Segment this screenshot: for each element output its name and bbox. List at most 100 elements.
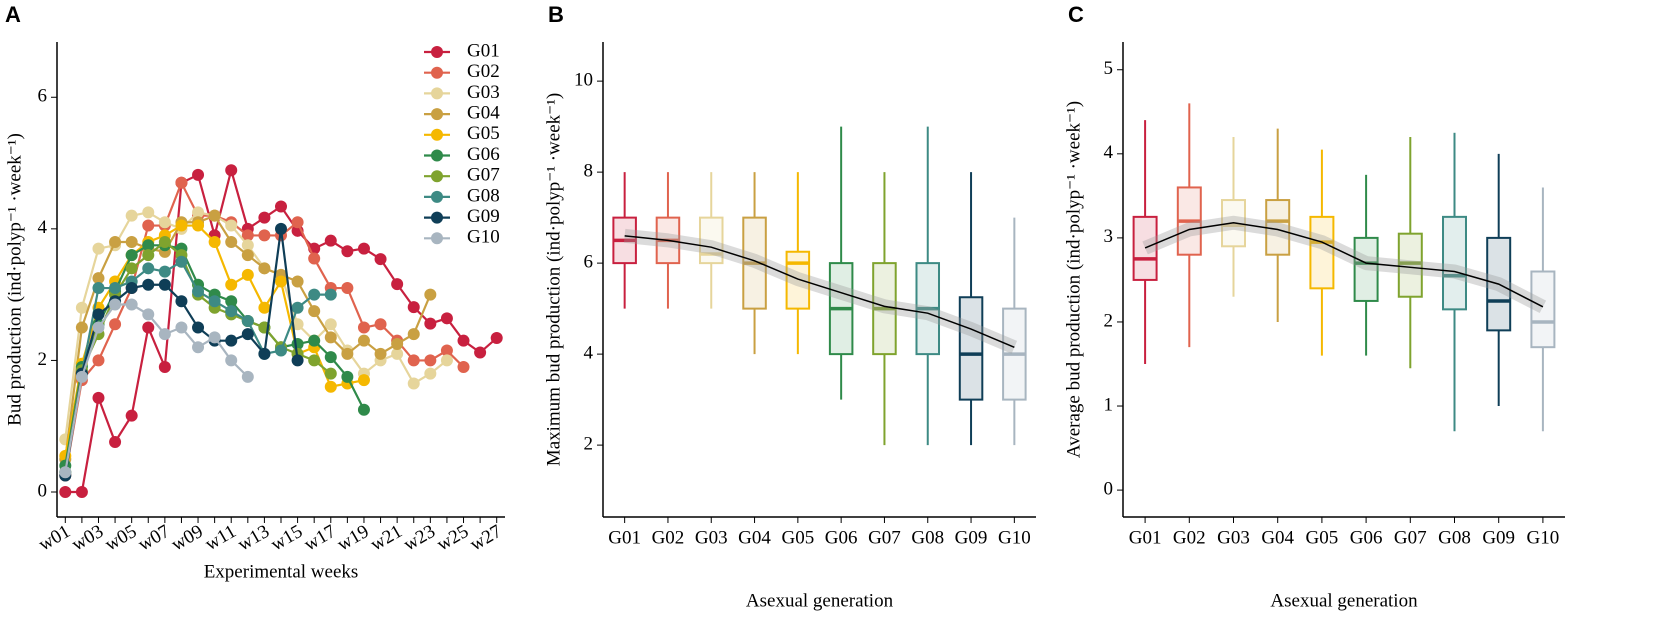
point xyxy=(158,265,171,278)
point xyxy=(241,314,254,327)
y-tick-label: 0 xyxy=(1104,478,1114,499)
point xyxy=(125,209,138,222)
legend-marker xyxy=(431,108,443,121)
point xyxy=(357,374,370,387)
legend-marker xyxy=(431,211,443,224)
point xyxy=(440,312,453,325)
x-tick-label: G10 xyxy=(1527,527,1560,548)
x-tick-label: G09 xyxy=(955,527,988,548)
legend-label: G08 xyxy=(467,185,500,206)
x-tick-label: G03 xyxy=(695,527,728,548)
point xyxy=(324,380,337,393)
legend-label: G04 xyxy=(467,102,500,123)
point xyxy=(109,236,122,248)
point xyxy=(175,219,188,232)
x-tick-label: G05 xyxy=(1306,527,1339,548)
point xyxy=(175,295,188,308)
point xyxy=(192,321,205,334)
point xyxy=(125,249,138,262)
point xyxy=(241,268,254,281)
point xyxy=(341,282,354,295)
point xyxy=(407,377,420,390)
legend-marker xyxy=(431,232,443,245)
point xyxy=(374,347,387,360)
legend-marker xyxy=(431,46,443,58)
legend-label: G10 xyxy=(467,227,500,248)
point xyxy=(391,347,404,360)
point xyxy=(158,361,171,373)
point xyxy=(125,262,138,275)
x-tick-label: w09 xyxy=(168,521,207,556)
point xyxy=(59,466,72,479)
point xyxy=(158,236,171,248)
y-tick-label: 6 xyxy=(584,251,594,272)
point xyxy=(142,206,155,219)
y-tick-label: 2 xyxy=(38,349,48,370)
box xyxy=(1397,232,1423,298)
x-axis-label: Experimental weeks xyxy=(204,561,359,582)
point xyxy=(275,344,287,357)
point xyxy=(341,245,354,258)
point xyxy=(92,354,105,367)
point xyxy=(308,354,321,367)
point xyxy=(92,308,105,321)
trend-ribbon xyxy=(1142,215,1547,314)
legend-label: G02 xyxy=(467,61,500,82)
point xyxy=(457,361,470,373)
y-axis-label: Bud production (ind·polyp⁻¹ ·week⁻¹) xyxy=(4,133,25,426)
legend-marker xyxy=(431,149,443,162)
point xyxy=(192,285,205,298)
point xyxy=(158,278,171,291)
point xyxy=(109,436,122,448)
box xyxy=(698,216,724,265)
y-tick-label: 3 xyxy=(1104,226,1114,247)
point xyxy=(341,370,354,383)
x-tick-label: G01 xyxy=(1129,527,1162,548)
point xyxy=(490,332,503,345)
point xyxy=(241,229,254,242)
x-tick-label: G02 xyxy=(652,527,685,548)
point xyxy=(92,282,105,295)
legend-label: G06 xyxy=(467,144,500,165)
point xyxy=(142,262,155,275)
trend-ribbon xyxy=(623,228,1018,354)
panel-label: C xyxy=(1068,2,1084,27)
point xyxy=(142,308,155,321)
y-axis-label: Maximum bud production (ind·polyp⁻¹ ·wee… xyxy=(543,93,564,466)
point xyxy=(192,168,205,181)
point xyxy=(192,206,205,219)
point xyxy=(308,288,321,301)
point xyxy=(125,236,138,248)
point xyxy=(424,367,437,380)
point xyxy=(440,344,453,357)
point xyxy=(291,354,304,367)
trend-line xyxy=(1144,221,1544,308)
point xyxy=(225,305,238,318)
x-tick-label: G02 xyxy=(1173,527,1206,548)
point xyxy=(225,295,238,308)
box xyxy=(1309,215,1335,290)
point xyxy=(241,239,254,252)
legend-marker xyxy=(431,170,443,183)
point xyxy=(275,200,287,213)
point xyxy=(357,242,370,255)
point xyxy=(158,216,171,229)
x-tick-label: G06 xyxy=(1350,527,1383,548)
y-tick-label: 2 xyxy=(1104,310,1114,331)
panel-label: A xyxy=(5,2,21,27)
legend-label: G05 xyxy=(467,123,500,144)
point xyxy=(424,317,437,330)
point xyxy=(324,318,337,331)
point xyxy=(92,272,105,285)
point xyxy=(424,354,437,367)
point xyxy=(109,298,122,311)
point xyxy=(341,347,354,360)
point xyxy=(225,334,238,347)
x-tick-label: w27 xyxy=(467,521,506,556)
x-tick-label: G04 xyxy=(1261,527,1294,548)
point xyxy=(357,334,370,347)
point xyxy=(241,328,254,341)
point xyxy=(142,249,155,262)
point xyxy=(241,249,254,262)
